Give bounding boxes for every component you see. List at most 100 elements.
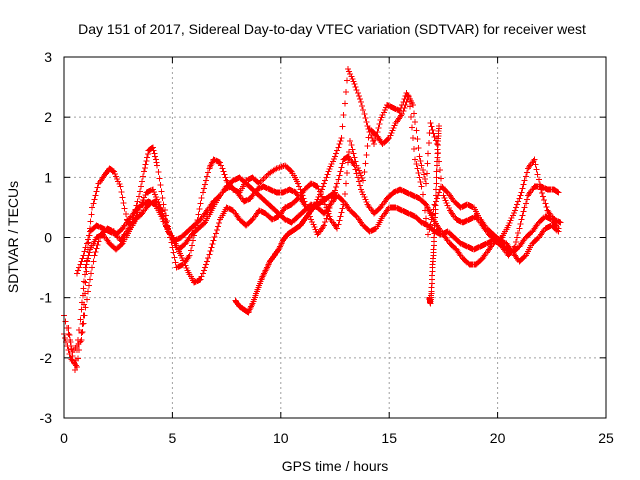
data-point — [423, 180, 430, 187]
data-point — [159, 215, 166, 222]
data-point — [69, 352, 76, 359]
data-point — [513, 204, 519, 211]
data-point — [385, 136, 392, 143]
data-point — [516, 195, 523, 202]
tick-labels: 0 5 10 15 20 25 -3 -2 -1 0 1 2 3 — [40, 49, 614, 446]
data-point — [115, 178, 122, 185]
data-point — [412, 119, 419, 126]
y-tick-label: 3 — [44, 49, 52, 65]
data-point — [72, 356, 79, 363]
data-point — [84, 258, 91, 265]
data-point — [322, 219, 329, 225]
data-point — [205, 255, 212, 262]
data-point — [93, 188, 100, 195]
data-point — [520, 181, 527, 188]
y-tick-label: -3 — [40, 410, 53, 426]
data-point — [78, 306, 85, 313]
data-point — [66, 350, 73, 357]
data-point — [62, 318, 69, 325]
data-point — [517, 192, 524, 199]
data-point — [522, 200, 529, 207]
data-point — [196, 205, 203, 212]
data-point — [138, 183, 144, 190]
data-point — [516, 225, 523, 232]
data-point — [201, 264, 208, 271]
data-point — [413, 127, 420, 134]
data-point — [354, 90, 361, 97]
data-point — [75, 267, 82, 274]
data-point — [419, 166, 426, 173]
data-point — [144, 154, 151, 161]
data-point — [87, 218, 94, 225]
data-point — [92, 249, 99, 255]
data-point — [159, 194, 166, 201]
data-point — [197, 276, 204, 283]
data-point — [417, 178, 424, 185]
data-point — [197, 200, 204, 207]
data-point — [410, 135, 416, 142]
data-point — [210, 237, 217, 244]
data-point — [343, 77, 350, 84]
data-point — [80, 252, 87, 259]
data-point — [407, 114, 414, 121]
y-axis-label: SDTVAR / TECUs — [5, 181, 21, 293]
data-point — [187, 247, 194, 254]
data-point — [507, 217, 514, 224]
data-point — [416, 153, 423, 160]
data-point — [79, 328, 86, 335]
data-point — [380, 109, 387, 116]
data-point — [321, 222, 328, 229]
data-point — [422, 175, 428, 182]
data-point — [91, 252, 98, 259]
data-point — [429, 127, 436, 134]
data-point — [515, 230, 522, 236]
data-point — [335, 144, 342, 151]
x-tick-label: 5 — [169, 430, 177, 446]
data-point — [93, 245, 100, 252]
data-point — [337, 168, 344, 175]
data-point — [346, 148, 353, 155]
data-point — [186, 252, 193, 259]
data-point — [523, 169, 530, 176]
data-point — [320, 183, 327, 190]
y-tick-label: -1 — [40, 290, 53, 306]
data-point — [141, 164, 148, 171]
data-point — [77, 261, 84, 268]
data-point — [201, 181, 208, 188]
data-point — [433, 180, 440, 187]
data-point — [538, 186, 544, 193]
x-axis-label: GPS time / hours — [282, 458, 389, 474]
data-point — [85, 282, 92, 289]
data-point — [119, 194, 126, 201]
series-4 — [74, 174, 562, 277]
data-point — [143, 157, 150, 164]
data-point — [321, 180, 328, 187]
data-point — [90, 200, 97, 207]
data-point — [345, 159, 351, 166]
data-point — [151, 150, 158, 157]
data-point — [88, 211, 95, 218]
data-point — [141, 168, 148, 175]
data-point — [418, 162, 425, 169]
data-point — [178, 252, 185, 259]
data-point — [121, 205, 128, 212]
data-point — [65, 324, 72, 331]
data-point — [139, 178, 145, 185]
data-point — [150, 147, 157, 154]
data-point — [521, 204, 528, 211]
data-point — [405, 93, 412, 100]
data-point — [336, 141, 343, 148]
data-point — [414, 136, 421, 143]
axis-ticks — [63, 56, 607, 419]
data-point — [522, 173, 529, 180]
data-point — [338, 209, 345, 216]
data-point — [404, 96, 411, 103]
x-tick-label: 10 — [273, 430, 289, 446]
data-point — [376, 121, 383, 128]
data-point — [158, 188, 165, 195]
data-point — [422, 207, 428, 214]
data-point — [411, 145, 418, 152]
data-point — [188, 242, 195, 249]
data-point — [418, 183, 425, 190]
